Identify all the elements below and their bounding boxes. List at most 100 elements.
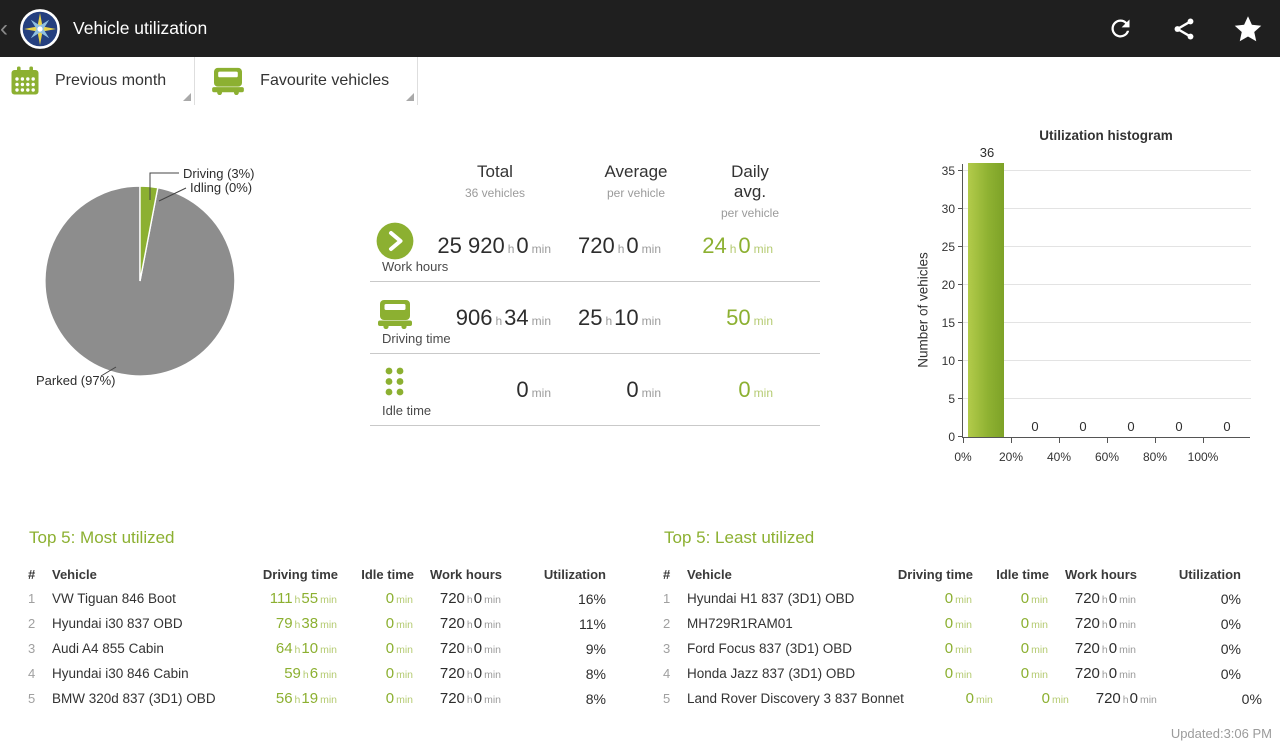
- vehicle-name: BMW 320d 837 (3D1) OBD: [52, 691, 216, 706]
- idle-time-value: 0 min: [385, 664, 413, 682]
- work-hours-label: Work hours: [382, 259, 449, 274]
- favourite-button[interactable]: [1216, 0, 1280, 57]
- table-row[interactable]: 4 Hyundai i30 846 Cabin 59 h6 min 0 min 720 h0 mi…: [28, 661, 606, 686]
- back-button[interactable]: ‹: [0, 15, 8, 42]
- top5-most-utilized: Top 5: Most utilized # Vehicle Driving t…: [28, 528, 606, 711]
- truck-icon: [376, 299, 414, 334]
- driving-leader-line: [149, 172, 179, 200]
- app-logo-compass-icon: [20, 8, 60, 49]
- idling-label: Idling (0%): [190, 180, 252, 195]
- parked-label: Parked (97%): [36, 373, 115, 388]
- row-rank: 4: [28, 666, 36, 681]
- table-row[interactable]: 3 Audi A4 855 Cabin 64 h10 min 0 min 720 h0 min 9%: [28, 636, 606, 661]
- action-bar-actions: [1088, 0, 1280, 57]
- refresh-button[interactable]: [1088, 0, 1152, 57]
- row-rank: 2: [663, 616, 671, 631]
- table-row[interactable]: 2 Hyundai i30 837 OBD 79 h38 min 0 min 720 h0 min…: [28, 611, 606, 636]
- driving-time-value: 0 min: [944, 614, 972, 632]
- table-row[interactable]: 5 Land Rover Discovery 3 837 Bonnet 0 min 0 m…: [663, 686, 1262, 711]
- table-row[interactable]: 2 MH729R1RAM01 0 min 0 min 720 h0 min 0%: [663, 611, 1241, 636]
- driving-time-value: 111 h55 min: [269, 589, 337, 607]
- row-rank: 1: [663, 591, 671, 606]
- idle-time-total: 0 min: [516, 377, 551, 402]
- utilization-value: 0%: [1220, 615, 1241, 632]
- row-rank: 1: [28, 591, 36, 606]
- traffic-light-icon: [382, 365, 407, 403]
- table-row[interactable]: 1 Hyundai H1 837 (3D1) OBD 0 min 0 min 720 h0 mi…: [663, 586, 1241, 611]
- vehicle-name: VW Tiguan 846 Boot: [52, 591, 176, 606]
- spinner-corner-triangle-icon: [406, 93, 415, 101]
- driving-time-value: 59 h6 min: [284, 664, 337, 682]
- x-axis-tick: 40%: [1046, 450, 1072, 464]
- table-row[interactable]: 1 VW Tiguan 846 Boot 111 h55 min 0 min 720 h0 min…: [28, 586, 606, 611]
- table-row[interactable]: 5 BMW 320d 837 (3D1) OBD 56 h19 min 0 min 720 h0…: [28, 686, 606, 711]
- bar-value-label: 36: [979, 145, 995, 161]
- action-bar: ‹ Vehicle utilization: [0, 0, 1280, 57]
- vehicle-name: Hyundai i30 846 Cabin: [52, 666, 189, 681]
- utilization-pie-chart: Driving (3%) Idling (0%) Parked (97%): [36, 166, 255, 388]
- y-axis-tick: 20: [941, 278, 955, 292]
- table-row[interactable]: 4 Honda Jazz 837 (3D1) OBD 0 min 0 min 720 h0 mi…: [663, 661, 1241, 686]
- row-rank: 3: [663, 641, 671, 656]
- utilization-value: 0%: [1220, 665, 1241, 682]
- driving-time-average: 25 h10 min: [578, 305, 661, 330]
- utilization-value: 11%: [579, 615, 606, 632]
- x-axis-tick: 80%: [1142, 450, 1168, 464]
- utilization-value: 0%: [1220, 640, 1241, 657]
- bar-value-label: 0: [1175, 419, 1183, 434]
- stats-row-work-hours: 25 920 h0 min 720 h0 min 24 h0 min Work hours: [370, 210, 820, 282]
- y-axis-tick: 30: [941, 202, 955, 216]
- work-hours-value: 720 h0 min: [1074, 614, 1136, 632]
- driving-label: Driving (3%): [183, 166, 255, 181]
- vehicle-group-spinner[interactable]: Favourite vehicles: [245, 57, 419, 105]
- driving-time-value: 0 min: [965, 689, 993, 707]
- idle-time-average: 0 min: [626, 377, 661, 402]
- idle-time-daily: 0 min: [738, 377, 773, 402]
- idle-time-label: Idle time: [382, 403, 432, 418]
- work-hours-value: 720 h0 min: [439, 664, 501, 682]
- table-row[interactable]: 3 Ford Focus 837 (3D1) OBD 0 min 0 min 720 h0 mi…: [663, 636, 1241, 661]
- driving-time-value: 0 min: [944, 589, 972, 607]
- star-icon: [1234, 15, 1262, 41]
- utilization-value: 8%: [585, 665, 606, 682]
- work-hours-value: 720 h0 min: [439, 589, 501, 607]
- filter-bar: Previous month Favourite vehicles: [0, 57, 1280, 105]
- share-button[interactable]: [1152, 0, 1216, 57]
- idle-time-value: 0 min: [385, 589, 413, 607]
- row-rank: 2: [28, 616, 36, 631]
- vehicle-name: MH729R1RAM01: [687, 616, 793, 631]
- stats-row-driving-time: 906 h34 min 25 h10 min 50 min Driving time: [370, 282, 820, 354]
- table-header: # Vehicle Driving time Idle time Work ho…: [663, 566, 1241, 582]
- work-hours-daily: 24 h0 min: [702, 233, 773, 258]
- histogram-bar: [968, 163, 1004, 437]
- share-icon: [1174, 17, 1194, 40]
- idle-time-value: 0 min: [1020, 614, 1048, 632]
- bar-value-label: 0: [1079, 419, 1087, 434]
- work-hours-value: 720 h0 min: [439, 639, 501, 657]
- top5-least-title: Top 5: Least utilized: [664, 528, 815, 547]
- period-spinner[interactable]: Previous month: [40, 57, 196, 105]
- driving-time-value: 79 h38 min: [275, 614, 337, 632]
- driving-slice: [139, 185, 159, 282]
- bar-value-label: 0: [1127, 419, 1135, 434]
- driving-time-value: 64 h10 min: [275, 639, 337, 657]
- bar-value-label: 0: [1031, 419, 1039, 434]
- stats-col-daily-avg: Daily avg. per vehicle: [720, 162, 780, 220]
- y-axis-tick: 25: [941, 240, 955, 254]
- work-hours-value: 720 h0 min: [439, 689, 501, 707]
- histogram-y-axis-label: Number of vehicles: [915, 252, 931, 368]
- utilization-histogram: Utilization histogram Number of vehicles…: [905, 122, 1275, 482]
- work-hours-value: 720 h0 min: [1074, 639, 1136, 657]
- vehicle-group-spinner-label: Favourite vehicles: [260, 72, 390, 89]
- idle-time-value: 0 min: [1020, 589, 1048, 607]
- top5-least-utilized: Top 5: Least utilized # Vehicle Driving …: [663, 528, 1262, 711]
- utilization-value: 0%: [1220, 590, 1241, 607]
- vehicle-name: Ford Focus 837 (3D1) OBD: [687, 641, 853, 656]
- x-axis-tick: 0%: [954, 450, 972, 464]
- parked-leader-line: [100, 366, 117, 377]
- utilization-value: 8%: [585, 690, 606, 707]
- top5-most-title: Top 5: Most utilized: [29, 528, 175, 547]
- row-rank: 5: [663, 691, 671, 706]
- row-rank: 4: [663, 666, 671, 681]
- period-spinner-label: Previous month: [55, 72, 167, 89]
